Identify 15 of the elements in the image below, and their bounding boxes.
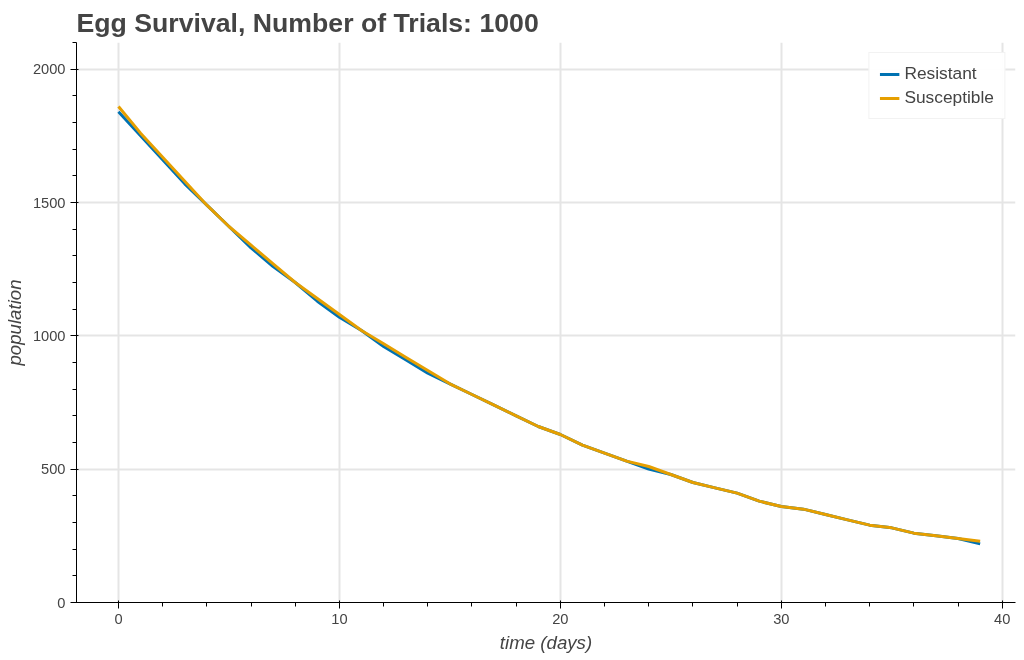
x-axis-title: time (days) bbox=[499, 631, 593, 653]
y-tick-label: 0 bbox=[57, 594, 66, 611]
x-tick-label: 0 bbox=[114, 610, 123, 627]
x-tick-label: 40 bbox=[994, 610, 1011, 627]
x-tick-label: 30 bbox=[773, 610, 790, 627]
y-axis-title: population bbox=[3, 279, 25, 367]
y-tick-label: 1000 bbox=[32, 327, 66, 344]
x-tick-label: 20 bbox=[552, 610, 569, 627]
legend-label: Resistant bbox=[904, 63, 977, 84]
y-tick-label: 1500 bbox=[32, 194, 66, 211]
chart-title: Egg Survival, Number of Trials: 1000 bbox=[76, 7, 539, 38]
x-tick-label: 10 bbox=[331, 610, 348, 627]
y-tick-label: 2000 bbox=[32, 61, 66, 78]
legend-label: Susceptible bbox=[904, 87, 994, 108]
y-tick-label: 500 bbox=[41, 461, 66, 478]
